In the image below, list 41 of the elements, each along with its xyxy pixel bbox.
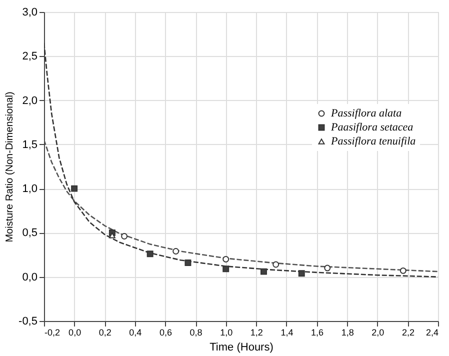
y-axis-title: Moisture Ratio (Non-Dimensional) xyxy=(4,92,16,242)
y-tick-label: 1,5 xyxy=(22,138,38,151)
x-tick-label: 1,2 xyxy=(250,328,263,338)
x-tick-label: 0,8 xyxy=(190,328,202,338)
legend-label: Passiflora alata xyxy=(330,108,402,120)
point xyxy=(272,261,280,268)
y-tick-label: 3,0 xyxy=(22,6,38,18)
x-tick-label: 1,4 xyxy=(280,328,294,338)
x-tick-label: 0,2 xyxy=(98,328,112,338)
y-tick-label: 2,0 xyxy=(22,94,38,107)
point xyxy=(172,248,180,254)
point xyxy=(298,270,305,277)
legend-label: Passiflora tenuifila xyxy=(330,136,416,148)
y-tick-label: 1,0 xyxy=(22,183,38,196)
point xyxy=(121,233,128,240)
point xyxy=(400,267,406,274)
point xyxy=(71,185,78,192)
point xyxy=(222,256,230,262)
x-tick-label: 0,6 xyxy=(159,328,172,338)
x-tick-label: 0,0 xyxy=(68,328,82,338)
point xyxy=(324,264,331,272)
point xyxy=(146,250,154,258)
x-tick-label: 1,6 xyxy=(311,328,324,338)
point xyxy=(184,259,192,266)
point xyxy=(108,232,116,238)
x-tick-label: 1,0 xyxy=(220,328,233,338)
point xyxy=(260,268,267,275)
x-tick-label: -0,2 xyxy=(44,328,60,338)
y-tick-label: 0,0 xyxy=(22,271,38,284)
y-tick-label: 2,5 xyxy=(22,50,38,63)
y-tick-label: -0,5 xyxy=(18,316,38,328)
x-tick-label: 2,4 xyxy=(426,328,438,338)
legend-label: Paasiflora setacea xyxy=(330,122,414,134)
x-tick-label: 0,4 xyxy=(129,328,142,338)
x-tick-label: 2,0 xyxy=(372,328,384,338)
y-tick-label: 0,5 xyxy=(22,227,38,240)
point xyxy=(222,266,230,272)
line-series xyxy=(44,42,438,278)
x-tick-label: 1,8 xyxy=(341,328,354,338)
x-tick-label: 2,2 xyxy=(402,328,414,338)
x-axis-title: Time (Hours) xyxy=(210,342,274,354)
